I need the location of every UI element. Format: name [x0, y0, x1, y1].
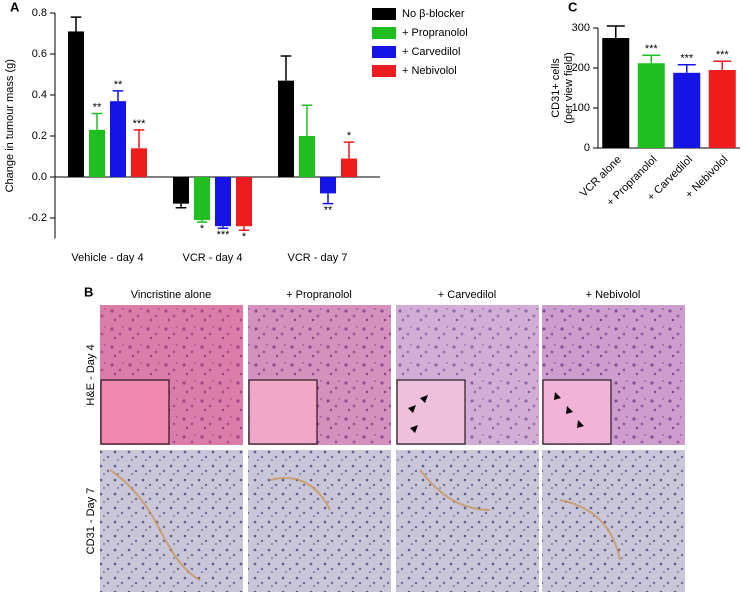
y-tick-label: 0.8 — [32, 7, 47, 19]
bar — [89, 129, 105, 177]
y-axis-label: CD31+ cells — [550, 58, 562, 118]
y-tick-label: 300 — [572, 22, 590, 34]
error-bar — [238, 226, 250, 232]
legend-label: No β-blocker — [402, 8, 465, 20]
bar — [236, 177, 252, 227]
error-bar — [112, 90, 124, 102]
legend-swatch — [372, 46, 396, 58]
error-bar — [301, 104, 313, 136]
y-tick-label: 0.4 — [32, 89, 47, 101]
bar — [299, 136, 315, 177]
row-label: CD31 - Day 7 — [85, 488, 97, 555]
error-bar — [133, 129, 145, 149]
error-bar — [606, 25, 625, 38]
bar — [68, 31, 84, 178]
significance: * — [200, 223, 205, 235]
legend-label: + Nebivolol — [402, 65, 457, 77]
y-tick-label: 200 — [572, 62, 590, 74]
column-header: + Nebivolol — [586, 289, 641, 301]
bar — [194, 177, 210, 221]
significance: ** — [93, 101, 102, 113]
panel-label: A — [10, 0, 20, 14]
panel-label: B — [84, 284, 93, 299]
micrograph — [100, 450, 243, 592]
error-bar — [196, 220, 208, 223]
error-bar — [322, 193, 334, 205]
error-bar — [713, 60, 732, 70]
error-bar — [343, 141, 355, 159]
column-header: + Propranolol — [286, 289, 352, 301]
vessels — [109, 469, 621, 581]
y-tick-label: 100 — [572, 102, 590, 114]
significance: *** — [680, 53, 694, 65]
bar — [673, 72, 701, 148]
error-bar — [677, 64, 696, 73]
error-bar — [91, 112, 103, 130]
bar — [708, 70, 736, 148]
micrograph — [542, 450, 685, 592]
error-bar — [280, 55, 292, 81]
panel-b: B Vincristine alone + Propranolol + Carv… — [84, 284, 685, 592]
arrowheads — [408, 392, 584, 433]
significance: ** — [324, 205, 333, 217]
y-tick-label: 0.0 — [32, 171, 47, 183]
inset — [248, 379, 318, 445]
x-tick-label: VCR - day 4 — [183, 252, 243, 264]
significance: ** — [114, 79, 123, 91]
y-tick-label: -0.2 — [28, 212, 47, 224]
y-tick-label: 0.6 — [32, 48, 47, 60]
inset — [100, 379, 170, 445]
column-header: + Carvedilol — [438, 289, 496, 301]
bar — [637, 63, 665, 149]
x-tick-label: Vehicle - day 4 — [71, 252, 143, 264]
bar — [341, 158, 357, 177]
y-axis-label: (per view field) — [563, 52, 575, 124]
error-bar — [642, 54, 661, 64]
y-axis-label: Change in tumour mass (g) — [4, 59, 16, 192]
y-tick-label: 0.2 — [32, 130, 47, 142]
bar — [131, 148, 147, 177]
error-bar — [70, 16, 82, 32]
panel-label: C — [568, 0, 578, 14]
legend-swatch — [372, 27, 396, 39]
bar — [215, 177, 231, 227]
significance: *** — [217, 229, 231, 241]
micrograph — [248, 450, 391, 592]
legend-swatch — [372, 65, 396, 77]
y-tick-label: 0 — [584, 142, 590, 154]
legend-label: + Propranolol — [402, 27, 468, 39]
bar — [110, 101, 126, 177]
legend-swatch — [372, 8, 396, 20]
significance: *** — [645, 43, 659, 55]
bar — [320, 177, 336, 194]
significance: * — [242, 231, 247, 243]
inset — [542, 379, 612, 445]
significance: *** — [133, 118, 147, 130]
bar — [278, 80, 294, 177]
significance: * — [347, 130, 352, 142]
row-label: H&E - Day 4 — [85, 344, 97, 405]
bar — [602, 38, 630, 148]
error-bar — [217, 226, 229, 229]
significance: *** — [716, 49, 730, 61]
column-header: Vincristine alone — [131, 289, 212, 301]
micrograph — [396, 450, 539, 592]
error-bar — [175, 203, 187, 209]
bar — [173, 177, 189, 204]
legend-label: + Carvedilol — [402, 46, 460, 58]
inset — [396, 379, 466, 445]
x-tick-label: VCR - day 7 — [288, 252, 348, 264]
